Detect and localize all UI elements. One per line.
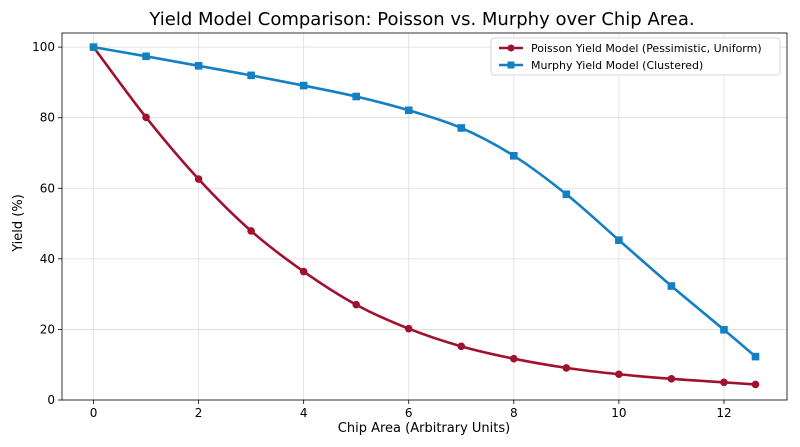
data-point <box>352 300 361 309</box>
data-point <box>510 152 518 160</box>
data-point <box>247 227 255 235</box>
data-point <box>615 236 623 244</box>
plot-series <box>89 43 760 389</box>
legend-swatch-marker <box>507 44 515 52</box>
x-axis-ticks: 0 2 4 6 8 10 12 <box>90 400 732 420</box>
y-tick-label: 40 <box>40 252 55 266</box>
data-point <box>562 190 571 199</box>
data-point <box>751 352 760 361</box>
legend-box <box>490 37 781 76</box>
x-tick-label: 2 <box>195 406 203 420</box>
legend-label: Poisson Yield Model (Pessimistic, Unifor… <box>531 42 762 55</box>
data-point <box>751 380 760 389</box>
plot-frame <box>61 32 788 401</box>
data-point <box>89 43 98 51</box>
data-point <box>194 62 203 70</box>
y-axis-ticks: 0 20 40 60 80 100 <box>32 40 62 407</box>
y-tick-label: 20 <box>40 322 55 336</box>
data-point <box>667 282 676 290</box>
data-point <box>667 375 676 383</box>
x-tick-label: 8 <box>510 406 518 420</box>
legend-label: Murphy Yield Model (Clustered) <box>531 59 703 72</box>
x-tick-label: 10 <box>611 406 626 420</box>
x-tick-label: 12 <box>716 406 731 420</box>
y-tick-label: 0 <box>47 393 55 407</box>
chart-title: Yield Model Comparison: Poisson vs. Murp… <box>148 9 694 30</box>
data-point <box>142 52 150 61</box>
y-axis-label: Yield (%) <box>11 194 26 253</box>
data-point <box>510 354 518 363</box>
x-tick-label: 6 <box>405 406 413 420</box>
legend-swatch-marker <box>507 61 515 69</box>
y-tick-label: 100 <box>32 40 55 54</box>
data-point <box>720 378 728 387</box>
axes <box>61 32 788 401</box>
legend-item-0: Poisson Yield Model (Pessimistic, Unifor… <box>499 42 762 55</box>
data-point <box>299 267 308 276</box>
data-point <box>615 370 623 379</box>
data-point <box>720 325 728 334</box>
x-tick-label: 4 <box>300 406 308 420</box>
legend-item-1: Murphy Yield Model (Clustered) <box>499 59 703 72</box>
data-point <box>404 106 413 115</box>
series-0 <box>89 43 760 389</box>
data-point <box>457 342 466 351</box>
data-point <box>404 324 413 333</box>
grid <box>62 33 787 401</box>
data-point <box>562 364 571 372</box>
data-point <box>194 175 203 183</box>
series-line <box>92 45 757 386</box>
series-1 <box>89 43 760 361</box>
legend: Poisson Yield Model (Pessimistic, Unifor… <box>490 37 781 76</box>
y-tick-label: 60 <box>40 181 55 195</box>
series-line <box>92 45 757 358</box>
y-tick-label: 80 <box>40 111 55 125</box>
data-point <box>352 92 361 101</box>
data-point <box>299 81 308 90</box>
x-axis-label: Chip Area (Arbitrary Units) <box>338 421 510 436</box>
data-point <box>457 124 466 132</box>
x-tick-label: 0 <box>90 406 98 420</box>
data-point <box>247 71 255 80</box>
data-point <box>142 113 150 122</box>
